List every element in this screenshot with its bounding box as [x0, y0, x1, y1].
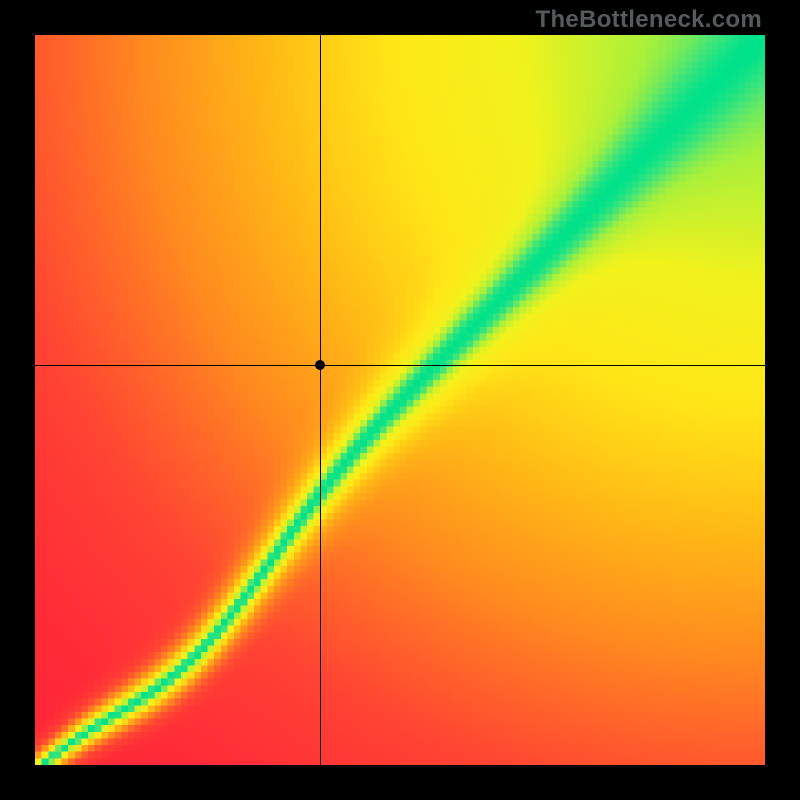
crosshair-dot	[315, 360, 325, 370]
crosshair-vertical	[320, 35, 321, 765]
crosshair-horizontal	[35, 365, 765, 366]
heatmap-canvas	[35, 35, 765, 765]
outer-frame: TheBottleneck.com	[0, 0, 800, 800]
heatmap-plot	[35, 35, 765, 765]
watermark: TheBottleneck.com	[536, 6, 762, 34]
